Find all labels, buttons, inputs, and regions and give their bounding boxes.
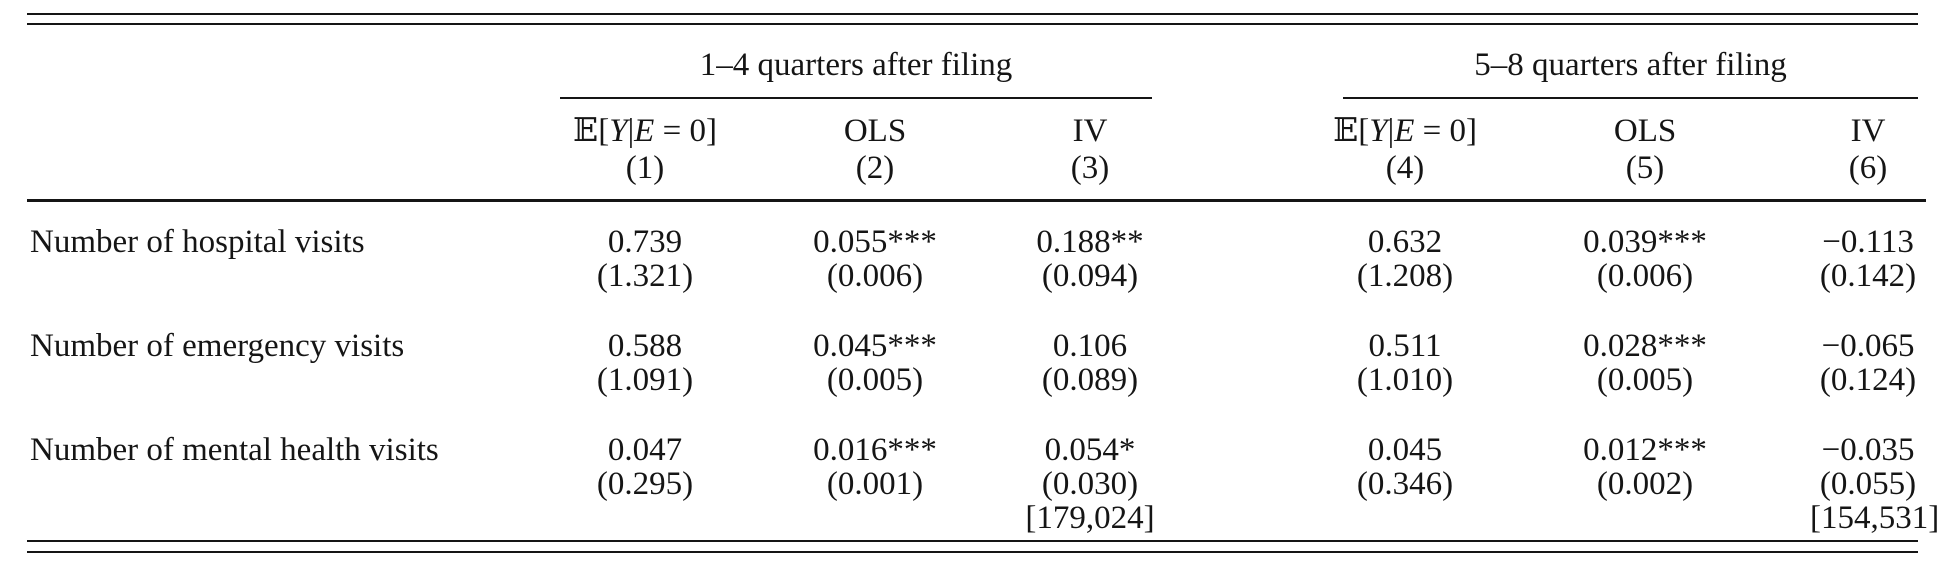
spacer-cell bbox=[1172, 467, 1330, 501]
group-title: 1–4 quarters after filing bbox=[699, 47, 1013, 83]
row-label: Number of hospital visits bbox=[30, 224, 365, 260]
column-number: (3) bbox=[1008, 149, 1173, 202]
spacer-cell bbox=[27, 25, 548, 99]
se-cell: (0.002) bbox=[1596, 466, 1694, 502]
spacer-cell bbox=[1172, 99, 1330, 149]
spacer-cell bbox=[1330, 501, 1480, 535]
se-cell: (0.055) bbox=[1819, 466, 1917, 502]
spacer-cell bbox=[1172, 397, 1330, 467]
coef-cell: 0.016*** bbox=[813, 432, 937, 468]
group-header-row: 1–4 quarters after filing 5–8 quarters a… bbox=[27, 25, 1926, 99]
column-header-row: 𝔼[Y|E = 0] OLS IV 𝔼[Y|E = 0] OLS IV bbox=[27, 99, 1926, 149]
column-header-iv-2: IV bbox=[1850, 113, 1886, 149]
se-cell: (0.006) bbox=[826, 258, 924, 294]
group-underline: 1–4 quarters after filing bbox=[560, 47, 1153, 99]
table-row-se: (0.295) (0.001) (0.030) (0.346) (0.002) … bbox=[27, 467, 1926, 501]
table-row: Number of mental health visits 0.047 0.0… bbox=[27, 397, 1926, 467]
se-cell: (0.295) bbox=[596, 466, 694, 502]
se-cell: (0.346) bbox=[1356, 466, 1454, 502]
se-cell: (0.001) bbox=[826, 466, 924, 502]
group-header-1-4-quarters: 1–4 quarters after filing bbox=[548, 25, 1172, 99]
coef-cell: 0.054* bbox=[1044, 432, 1136, 468]
column-number-row: (1) (2) (3) (4) (5) (6) bbox=[27, 149, 1927, 202]
coef-cell: 0.047 bbox=[607, 432, 683, 468]
group-title: 5–8 quarters after filing bbox=[1474, 47, 1787, 83]
column-header-ols-1: OLS bbox=[843, 113, 907, 149]
coef-cell: 0.588 bbox=[607, 328, 683, 364]
spacer-cell bbox=[1172, 293, 1330, 363]
group-underline: 5–8 quarters after filing bbox=[1343, 47, 1919, 99]
column-header-expectation-2: 𝔼[Y|E = 0] bbox=[1333, 113, 1477, 149]
se-cell: (0.142) bbox=[1819, 258, 1917, 294]
column-number: (1) bbox=[548, 149, 742, 202]
paper-table-region: 1–4 quarters after filing 5–8 quarters a… bbox=[0, 13, 1942, 553]
row-label: Number of emergency visits bbox=[30, 328, 405, 364]
nobs-cell: [154,531] bbox=[1810, 500, 1940, 536]
column-header-iv-1: IV bbox=[1072, 113, 1108, 149]
spacer-cell bbox=[27, 363, 548, 397]
se-cell: (0.005) bbox=[826, 362, 924, 398]
coef-cell: −0.113 bbox=[1822, 224, 1914, 260]
se-cell: (1.321) bbox=[596, 258, 694, 294]
top-rule-inner bbox=[27, 23, 1918, 25]
coef-cell: 0.045*** bbox=[813, 328, 937, 364]
coef-cell: 0.028*** bbox=[1583, 328, 1707, 364]
se-cell: (1.091) bbox=[596, 362, 694, 398]
row-label: Number of mental health visits bbox=[30, 432, 439, 468]
spacer-cell bbox=[1172, 501, 1330, 535]
table-row-se: (1.321) (0.006) (0.094) (1.208) (0.006) … bbox=[27, 259, 1926, 293]
se-cell: (0.030) bbox=[1041, 466, 1139, 502]
se-cell: (0.094) bbox=[1041, 258, 1139, 294]
top-rule-outer bbox=[27, 13, 1918, 15]
spacer-cell bbox=[27, 501, 548, 535]
coef-cell: 0.511 bbox=[1368, 328, 1442, 364]
spacer-cell bbox=[27, 149, 548, 202]
column-header-expectation-1: 𝔼[Y|E = 0] bbox=[573, 113, 717, 149]
results-table: 1–4 quarters after filing 5–8 quarters a… bbox=[27, 25, 1940, 536]
se-cell: (1.208) bbox=[1356, 258, 1454, 294]
column-number: (2) bbox=[742, 149, 1008, 202]
spacer-cell bbox=[27, 467, 548, 501]
table-row: Number of hospital visits 0.739 0.055***… bbox=[27, 201, 1926, 260]
sample-size-row: [179,024] [154,531] bbox=[27, 500, 1940, 536]
column-number: (4) bbox=[1330, 149, 1481, 202]
column-header-ols-2: OLS bbox=[1613, 113, 1677, 149]
coef-cell: 0.106 bbox=[1052, 328, 1128, 364]
bottom-rule-inner bbox=[27, 551, 1918, 553]
coef-cell: 0.039*** bbox=[1583, 224, 1707, 260]
table-row: Number of emergency visits 0.588 0.045**… bbox=[27, 293, 1926, 363]
coef-cell: 0.188** bbox=[1036, 224, 1144, 260]
coef-cell: 0.739 bbox=[607, 224, 683, 260]
spacer-cell bbox=[1172, 201, 1330, 260]
spacer-cell bbox=[742, 501, 1008, 535]
spacer-cell bbox=[27, 99, 548, 149]
nobs-cell: [179,024] bbox=[1025, 500, 1155, 536]
column-number: (6) bbox=[1810, 149, 1927, 202]
coef-cell: −0.035 bbox=[1821, 432, 1915, 468]
coef-cell: 0.632 bbox=[1367, 224, 1443, 260]
spacer-cell bbox=[1172, 149, 1331, 202]
spacer-cell bbox=[1172, 259, 1330, 293]
spacer-cell bbox=[1480, 501, 1810, 535]
coef-cell: 0.055*** bbox=[813, 224, 937, 260]
coef-cell: −0.065 bbox=[1821, 328, 1915, 364]
se-cell: (0.006) bbox=[1596, 258, 1694, 294]
group-header-5-8-quarters: 5–8 quarters after filing bbox=[1330, 25, 1926, 99]
spacer-cell bbox=[548, 501, 742, 535]
spacer-cell bbox=[1172, 25, 1330, 99]
bottom-rule-outer bbox=[27, 540, 1918, 542]
se-cell: (1.010) bbox=[1356, 362, 1454, 398]
table-row-se: (1.091) (0.005) (0.089) (1.010) (0.005) … bbox=[27, 363, 1926, 397]
coef-cell: 0.012*** bbox=[1583, 432, 1707, 468]
se-cell: (0.089) bbox=[1041, 362, 1139, 398]
spacer-cell bbox=[1172, 363, 1330, 397]
se-cell: (0.005) bbox=[1596, 362, 1694, 398]
column-number: (5) bbox=[1480, 149, 1811, 202]
se-cell: (0.124) bbox=[1819, 362, 1917, 398]
spacer-cell bbox=[27, 259, 548, 293]
coef-cell: 0.045 bbox=[1367, 432, 1443, 468]
